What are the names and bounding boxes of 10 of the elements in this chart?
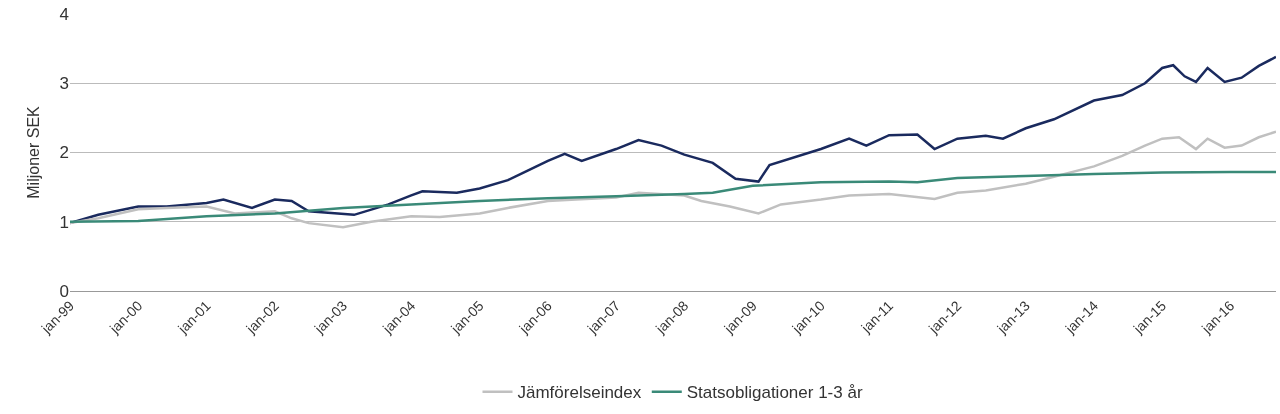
y-tick-label: 2 (59, 143, 69, 163)
line-series (70, 130, 1276, 229)
legend-label: Statsobligationer 1-3 år (686, 383, 863, 403)
y-tick-label: 3 (59, 74, 69, 94)
y-axis-title: Miljoner SEK (25, 105, 43, 199)
y-tick-label: 4 (59, 4, 69, 24)
y-tick-label: 1 (59, 212, 69, 232)
line-series (70, 170, 1276, 223)
y-tick-label: 0 (59, 281, 69, 301)
legend-label: Jämförelseindex (517, 383, 642, 403)
